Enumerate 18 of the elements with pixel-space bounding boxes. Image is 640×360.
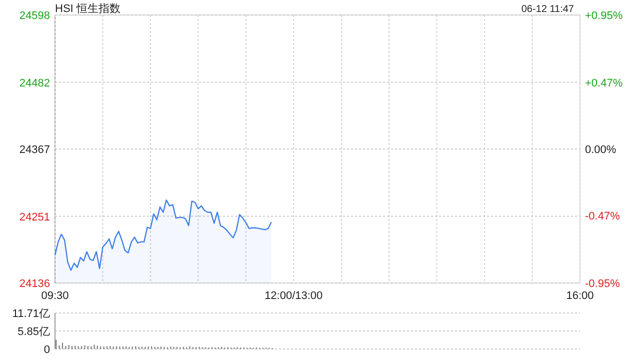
y-tick-label: 24251 bbox=[19, 211, 50, 224]
y-tick-label: 5.85亿 bbox=[18, 326, 50, 338]
y-tick-label: 11.71亿 bbox=[12, 308, 50, 320]
y-tick-label: 24598 bbox=[19, 10, 50, 22]
y-tick-label: 24367 bbox=[19, 144, 50, 156]
x-tick-label: 09:30 bbox=[41, 290, 69, 302]
y2-tick-label: -0.47% bbox=[585, 210, 620, 222]
y2-tick-label: -0.95% bbox=[585, 278, 620, 290]
y-tick-label: 24482 bbox=[19, 77, 50, 90]
y2-tick-label: +0.95% bbox=[585, 10, 623, 22]
y-tick-label: 0 bbox=[44, 344, 50, 356]
y-tick-label: 24136 bbox=[19, 278, 50, 290]
y2-tick-label: 0.00% bbox=[585, 144, 616, 156]
y2-tick-label: +0.47% bbox=[585, 78, 623, 90]
annotation: 06-12 11:47 bbox=[521, 4, 574, 15]
x-tick-label: 12:00/13:00 bbox=[264, 290, 323, 302]
x-tick-label: 16:00 bbox=[566, 290, 594, 302]
chart-title: HSI 恒生指数 bbox=[55, 2, 120, 15]
